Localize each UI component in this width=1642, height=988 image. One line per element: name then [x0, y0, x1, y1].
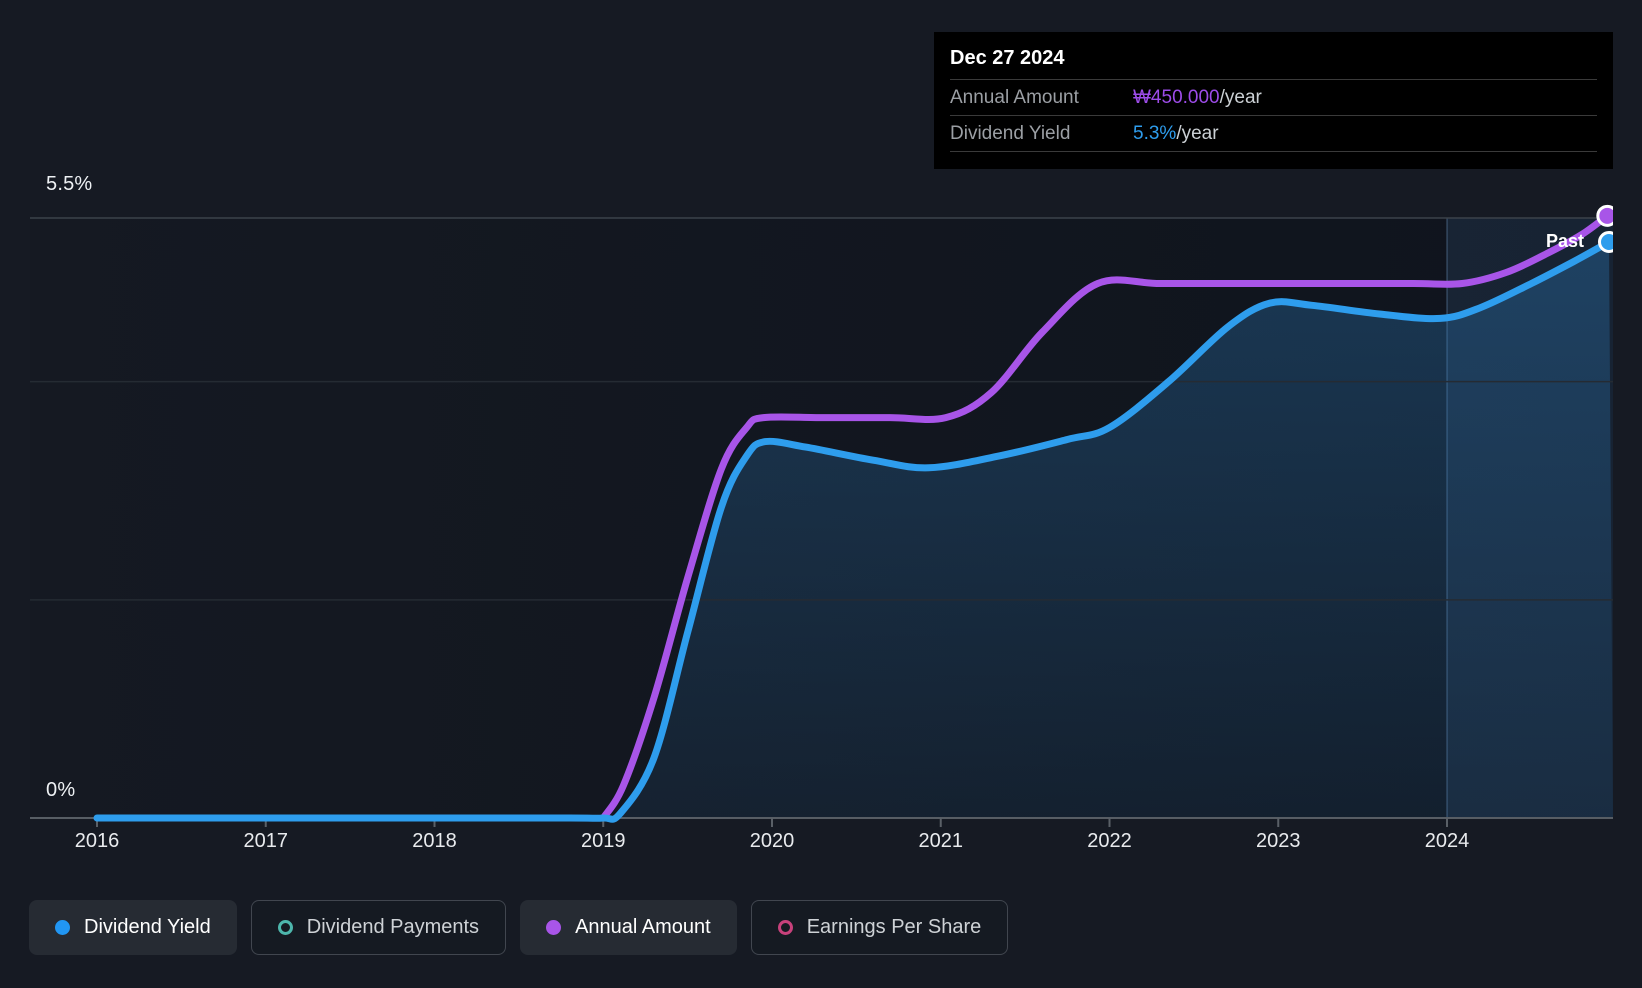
- tooltip-row-value: 5.3%: [1133, 122, 1177, 144]
- tooltip-date: Dec 27 2024: [950, 47, 1065, 69]
- dividend-yield-line: [93, 238, 1613, 823]
- annual-amount-endpoint-marker: [1596, 204, 1613, 227]
- chart-legend: Dividend Yield Dividend Payments Annual Am…: [29, 900, 1009, 955]
- tooltip-row: Dividend Yield 5.3%/year: [950, 115, 1597, 152]
- legend-filled-dot-icon: [546, 920, 562, 935]
- chart-tooltip: Dec 27 2024 Annual Amount ₩450.000/year Di…: [934, 32, 1613, 169]
- x-axis-label-2020: 2020: [749, 830, 795, 852]
- past-region-label: Past: [1546, 231, 1585, 251]
- legend-chip-label: Dividend Payments: [306, 916, 480, 938]
- x-axis-label-2022: 2022: [1087, 830, 1132, 852]
- tooltip-row-suffix: /year: [1176, 122, 1219, 144]
- legend-filled-dot-icon: [55, 920, 70, 935]
- legend-chip-dividend-yield[interactable]: Dividend Yield: [29, 900, 237, 955]
- tooltip-row-label: Dividend Yield: [950, 122, 1071, 144]
- legend-chip-earnings-per-share[interactable]: Earnings Per Share: [750, 900, 1009, 955]
- y-axis-zero-label: 0%: [46, 779, 76, 801]
- tooltip-row: Annual Amount ₩450.000/year: [950, 79, 1597, 115]
- legend-ring-icon: [277, 920, 293, 935]
- x-axis-label-2018: 2018: [412, 830, 457, 852]
- legend-chip-dividend-payments[interactable]: Dividend Payments: [250, 900, 507, 955]
- legend-chip-label: Earnings Per Share: [806, 916, 982, 938]
- legend-chip-label: Annual Amount: [575, 916, 711, 938]
- legend-chip-annual-amount[interactable]: Annual Amount: [520, 900, 737, 955]
- annual-amount-line: [599, 212, 1611, 822]
- x-axis-label-2017: 2017: [243, 830, 289, 852]
- x-axis-label-2024: 2024: [1424, 830, 1470, 852]
- legend-chip-label: Dividend Yield: [84, 916, 211, 938]
- tooltip-row-suffix: /year: [1219, 86, 1262, 108]
- x-axis-label-2023: 2023: [1256, 830, 1301, 852]
- x-axis-label-2019: 2019: [581, 830, 626, 852]
- legend-ring-icon: [777, 920, 793, 935]
- tooltip-row-label: Annual Amount: [950, 86, 1079, 108]
- tooltip-rows: Annual Amount ₩450.000/year Dividend Yield…: [934, 79, 1613, 152]
- y-axis-max-label: 5.5%: [46, 173, 93, 195]
- x-axis-label-2021: 2021: [918, 830, 964, 852]
- x-axis-label-2016: 2016: [74, 830, 120, 852]
- dividend-yield-endpoint-marker: [1598, 231, 1613, 253]
- yield-area-fill: [97, 242, 1613, 820]
- tooltip-row-value: ₩450.000: [1133, 86, 1220, 108]
